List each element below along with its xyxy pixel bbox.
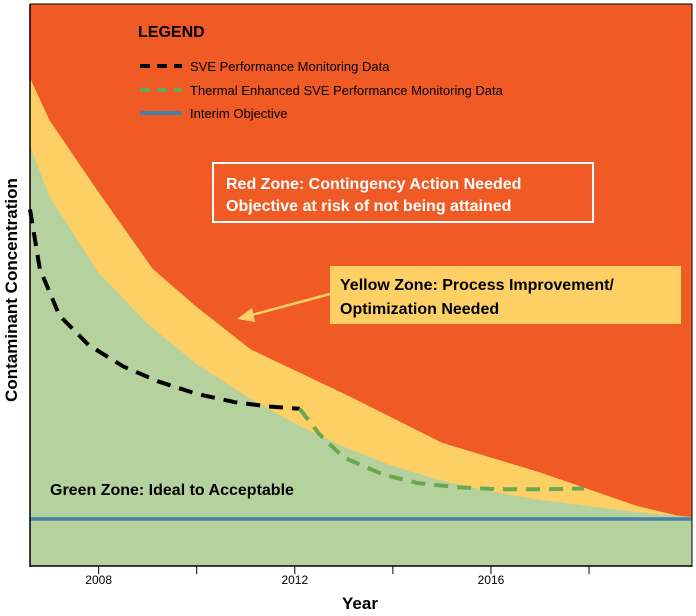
- thermal-series-line: [298, 407, 585, 492]
- red-zone-label-line1: Red Zone: Contingency Action Needed: [226, 176, 521, 193]
- x-ticks: 2008 2012 2016: [85, 566, 590, 587]
- data-series: [28, 209, 692, 521]
- legend-objective-label: Interim Objective: [190, 106, 288, 121]
- axes: 2008 2012 2016: [29, 3, 693, 587]
- yellow-zone-callout: Yellow Zone: Process Improvement/ Optimi…: [237, 266, 681, 324]
- legend-title: LEGEND: [138, 24, 205, 41]
- x-axis-label: Year: [342, 594, 378, 613]
- sve-series-line: [28, 209, 300, 411]
- yellow-zone-arrow-head: [237, 308, 255, 322]
- red-zone-label-line2: Objective at risk of not being attained: [226, 198, 511, 215]
- green-zone-area: [30, 145, 692, 519]
- y-axis-label: Contaminant Concentration: [2, 178, 21, 402]
- legend: LEGEND SVE Performance Monitoring Data T…: [138, 24, 504, 121]
- x-tick-label: 2012: [281, 573, 308, 587]
- red-zone-box: [212, 162, 594, 223]
- green-band-below-objective: [30, 519, 692, 566]
- yellow-zone-label-line2: Optimization Needed: [340, 301, 499, 318]
- yellow-zone-box: [330, 266, 681, 324]
- yellow-zone-arrow-line: [247, 292, 331, 318]
- red-zone-callout: Red Zone: Contingency Action Needed Obje…: [212, 162, 594, 223]
- x-tick-label: 2016: [478, 573, 505, 587]
- legend-sve-label: SVE Performance Monitoring Data: [190, 59, 390, 74]
- green-zone-label: Green Zone: Ideal to Acceptable: [50, 482, 294, 499]
- legend-thermal-label: Thermal Enhanced SVE Performance Monitor…: [190, 83, 504, 98]
- x-tick-label: 2008: [85, 573, 112, 587]
- yellow-zone-label-line1: Yellow Zone: Process Improvement/: [340, 277, 614, 294]
